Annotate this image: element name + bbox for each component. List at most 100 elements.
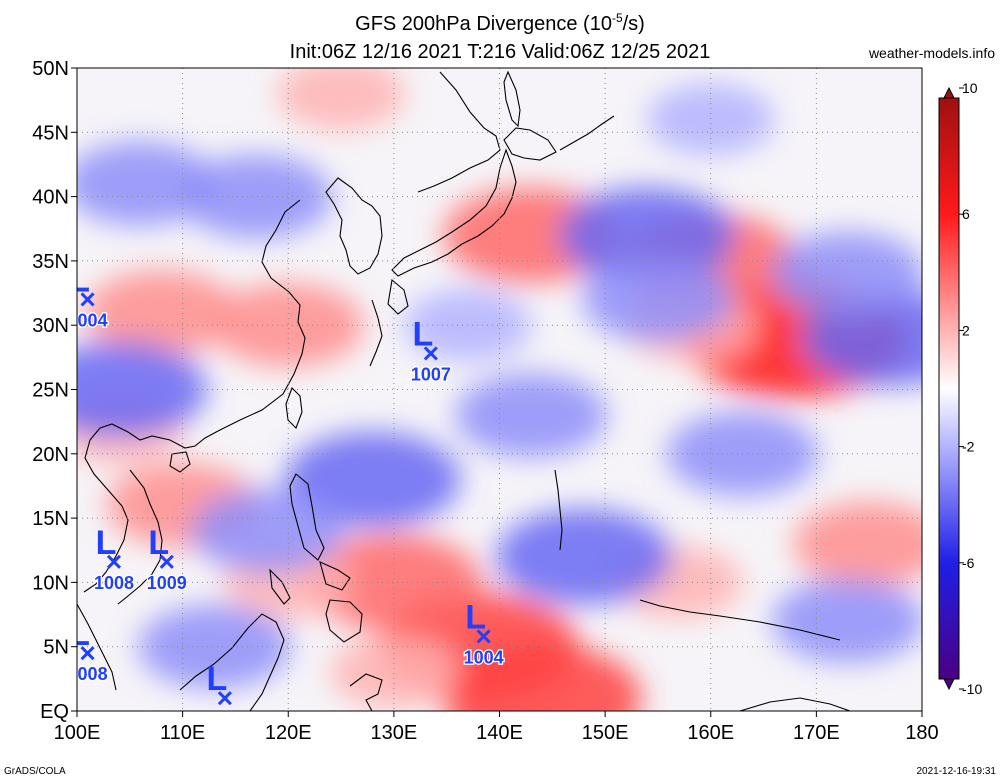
low-pressure-markers: L 1004 L 1007 L 1008 L 1009 L 1008 L 1007 L 1004	[68, 261, 505, 729]
divergence-blob	[496, 508, 672, 605]
chart-subtitle: Init:06Z 12/16 2021 T:216 Valid:06Z 12/2…	[290, 41, 711, 63]
y-tick-label: 30N	[32, 315, 69, 337]
colorbar-tick-label: -2	[962, 439, 975, 455]
low-center: L 1008	[68, 615, 109, 685]
title-exponent: -5	[612, 11, 623, 25]
footer-software: GrADS/COLA	[4, 766, 66, 777]
low-center-cross	[159, 554, 174, 569]
map-plot-area: L 1004 L 1007 L 1008 L 1009 L 1008 L 1007 L 1004	[68, 68, 922, 729]
divergence-blob	[441, 644, 642, 711]
y-tick-label: 10N	[32, 572, 69, 594]
palawan-coastline	[269, 568, 291, 605]
x-tick-label: 170E	[793, 722, 840, 744]
divergence-blob	[772, 231, 922, 316]
coastlines	[77, 70, 851, 711]
low-pressure-label: 1009	[147, 573, 187, 593]
low-center-cross	[80, 646, 95, 661]
micronesia-islands	[639, 599, 841, 641]
russia-coastline	[417, 71, 501, 193]
low-pressure-label: 1004	[464, 647, 504, 667]
colorbar-tick-label: -10	[962, 681, 982, 697]
kuril-chain	[559, 115, 615, 151]
low-center-cross	[80, 292, 95, 307]
low-symbol: L	[96, 524, 117, 562]
malay-coastline	[77, 603, 117, 691]
y-tick-label: 20N	[32, 444, 69, 466]
low-pressure-label: 1008	[68, 664, 108, 684]
divergence-blob	[284, 431, 461, 528]
asia-coastline	[83, 199, 306, 593]
y-tick-label: 50N	[32, 58, 69, 80]
divergence-blob	[455, 373, 608, 458]
low-pressure-label: 1007	[411, 364, 451, 384]
y-tick-label: 40N	[32, 187, 69, 209]
divergence-blob	[793, 501, 922, 586]
japan-coastline	[391, 148, 517, 277]
colorbar: 10 6 2 -2 -6 -10	[938, 80, 982, 697]
divergence-blob	[329, 636, 458, 709]
low-pressure-label: 1008	[94, 573, 134, 593]
title-unit: /s)	[623, 13, 645, 35]
x-tick-label: 180	[905, 722, 938, 744]
colorbar-top-arrow	[943, 86, 955, 99]
x-tick-label: 140E	[476, 722, 523, 744]
mariana-islands	[554, 469, 563, 551]
low-pressure-label: 1004	[68, 310, 108, 330]
y-tick-label: 35N	[32, 251, 69, 273]
borneo-coastline	[179, 613, 285, 711]
ryukyu-chain	[369, 299, 383, 367]
luzon-coastline	[289, 473, 325, 561]
low-center-cross	[476, 629, 491, 644]
x-tick-label: 160E	[687, 722, 734, 744]
low-center: L 1009	[146, 524, 189, 594]
divergence-blob	[212, 283, 365, 368]
mindanao-coastline	[325, 599, 363, 643]
low-center-cross	[106, 554, 122, 569]
y-tick-label: 45N	[32, 122, 69, 144]
x-tick-label: 150E	[582, 722, 629, 744]
taiwan-coastline	[285, 387, 303, 429]
divergence-blob	[77, 141, 217, 226]
sulawesi-coastline	[349, 673, 383, 711]
divergence-field	[77, 68, 922, 711]
low-symbol: L	[148, 524, 169, 562]
longitude-axis: 100E 110E 120E 130E 140E 150E 160E 170E 180	[54, 711, 939, 744]
y-tick-label: 5N	[43, 637, 69, 659]
divergence-blob	[191, 488, 344, 573]
visayas-coastline	[319, 561, 351, 591]
colorbar-tick-label: 2	[962, 322, 970, 338]
footer-timestamp: 2021-12-16-19:31	[916, 766, 996, 777]
low-symbol: L	[412, 315, 433, 353]
y-tick-label: 15N	[32, 508, 69, 530]
divergence-blob	[85, 270, 238, 355]
peninsula-coastline	[117, 469, 163, 605]
latitude-axis: EQ 5N 10N 15N 20N 25N 30N 35N 40N 45N 50N	[32, 58, 77, 723]
lat-lon-grid	[77, 68, 922, 711]
x-tick-label: 100E	[54, 722, 101, 744]
colorbar-tick-label: 10	[962, 80, 978, 96]
low-center-cross	[423, 346, 438, 361]
hainan-coastline	[169, 451, 191, 473]
low-center: L 1004	[462, 598, 505, 668]
chart-title: GFS 200hPa Divergence (10-5/s)	[355, 11, 645, 35]
low-center-cross	[217, 691, 232, 706]
low-center: L 1007	[204, 660, 247, 729]
low-center: L 1004	[68, 261, 109, 331]
low-symbol: L	[206, 660, 227, 698]
sakhalin-coastline	[503, 70, 521, 128]
korea-coastline	[325, 177, 383, 275]
y-tick-label: 25N	[32, 380, 69, 402]
low-center: L 1008	[93, 524, 136, 594]
divergence-blob	[277, 68, 406, 130]
divergence-blob	[138, 604, 291, 689]
x-tick-label: 110E	[160, 722, 205, 744]
colorbar-tick-label: -6	[962, 555, 975, 571]
divergence-blob	[180, 154, 333, 239]
divergence-blob	[559, 187, 736, 284]
low-pressure-label: 1007	[205, 709, 245, 729]
low-center: L 1007	[410, 315, 453, 385]
title-main: GFS 200hPa Divergence (10	[355, 13, 612, 35]
low-symbol: L	[69, 615, 90, 653]
y-tick-label: EQ	[40, 701, 69, 723]
